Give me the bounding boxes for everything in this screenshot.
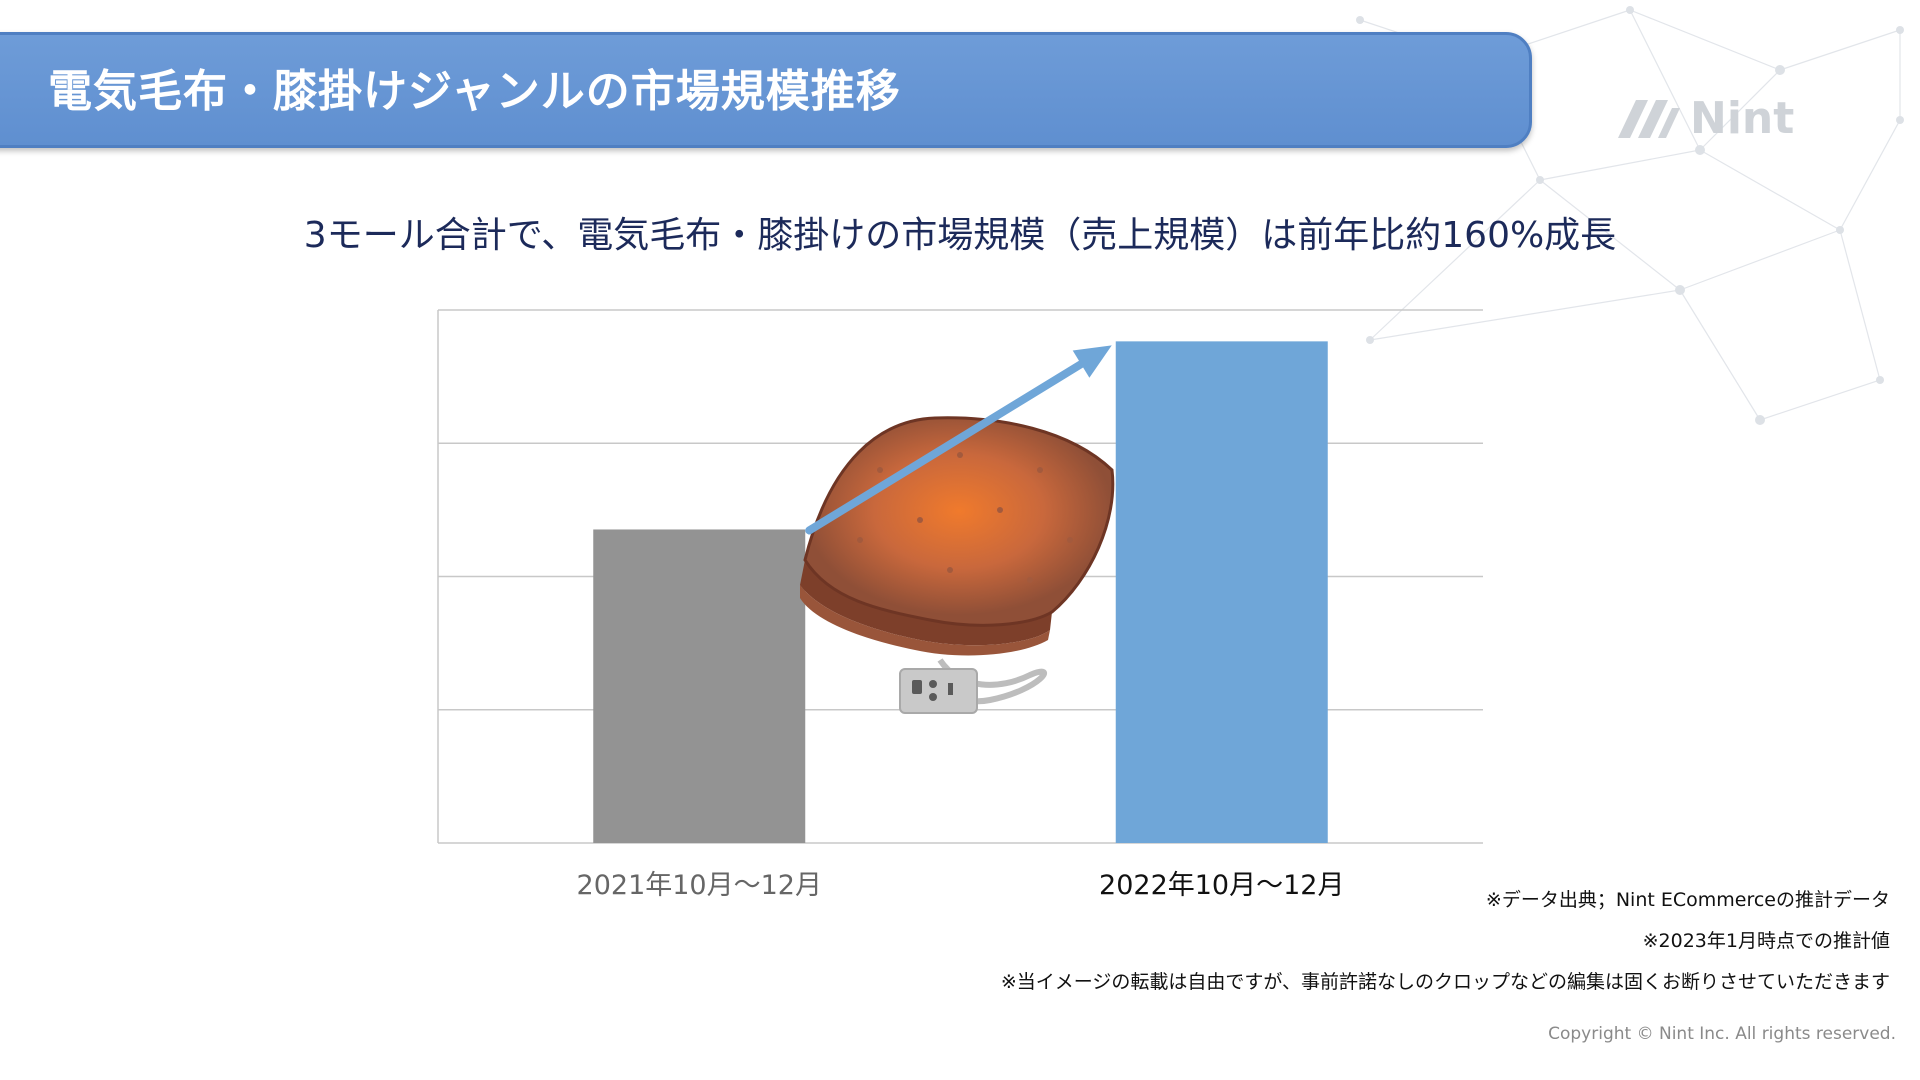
growth-arrow <box>805 345 1112 535</box>
footnote-date: ※2023年1月時点での推計値 <box>1642 930 1890 952</box>
network-background <box>1356 6 1904 425</box>
bar-1 <box>593 529 806 843</box>
page-title: 電気毛布・膝掛けジャンルの市場規模推移 <box>48 66 901 117</box>
power-controller <box>899 668 978 714</box>
copyright-text: Copyright © Nint Inc. All rights reserve… <box>1548 1024 1896 1044</box>
footnote-source: ※データ出典；Nint ECommerceの推計データ <box>1485 889 1890 911</box>
title-banner <box>0 32 1532 148</box>
chart-headline: 3モール合計で、電気毛布・膝掛けの市場規模（売上規模）は前年比約160%成長 <box>303 215 1617 256</box>
chart-bars <box>593 341 1328 843</box>
nint-logo-icon <box>1618 100 1680 138</box>
footnote-usage: ※当イメージの転載は自由ですが、事前許諾なしのクロップなどの編集は固くお断りさせ… <box>1000 971 1890 993</box>
category-label-1: 2021年10月〜12月 <box>577 870 822 901</box>
footnotes: ※データ出典；Nint ECommerceの推計データ ※2023年1月時点での… <box>1001 888 1890 1011</box>
electric-blanket-illustration <box>800 416 1115 714</box>
nint-logo-text: Nint <box>1690 92 1795 144</box>
category-label-2: 2022年10月〜12月 <box>1099 870 1344 901</box>
category-labels: 2021年10月〜12月 2022年10月〜12月 <box>577 870 1345 901</box>
nint-logo: Nint <box>1614 88 1794 148</box>
bar-2 <box>1115 341 1328 843</box>
